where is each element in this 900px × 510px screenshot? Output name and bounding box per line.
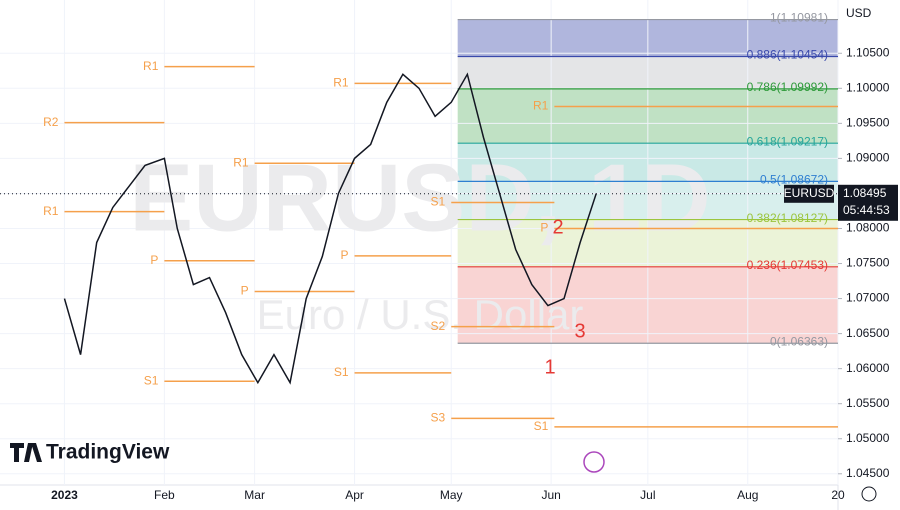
wave-label: 1: [544, 356, 555, 378]
y-tick-label: 1.09500: [846, 116, 890, 130]
pivot-label: R1: [143, 59, 159, 73]
pivot-label: S1: [144, 373, 159, 387]
pivot-label: P: [241, 284, 249, 298]
y-tick-label: 1.10000: [846, 80, 890, 94]
watermark-symbol: EURUSD, 1D: [129, 144, 710, 251]
pivot-label: S3: [431, 411, 446, 425]
x-tick-label: 20: [831, 488, 845, 502]
x-tick-label: 2023: [51, 488, 78, 502]
y-tick-label: 1.05500: [846, 396, 890, 410]
pivot-label: R1: [533, 99, 549, 113]
y-tick-label: 1.06000: [846, 361, 890, 375]
y-tick-label: 1.04500: [846, 466, 890, 480]
pivot-label: P: [540, 221, 548, 235]
fib-label: 0.382(1.08127): [747, 211, 828, 225]
pivot-label: P: [150, 253, 158, 267]
y-tick-label: 1.09000: [846, 151, 890, 165]
brand: TradingView: [46, 441, 170, 464]
pivot-label: R2: [43, 115, 59, 129]
pivot-label: S1: [534, 419, 549, 433]
fib-label: 0.618(1.09217): [747, 134, 828, 148]
x-tick-label: Jun: [541, 488, 560, 502]
pivot-label: S1: [334, 365, 349, 379]
fib-label: 0.786(1.09992): [747, 80, 828, 94]
countdown: 05:44:53: [843, 203, 890, 217]
y-tick-label: 1.07000: [846, 291, 890, 305]
y-tick-label: 1.05000: [846, 431, 890, 445]
fib-label: 1(1.10981): [770, 11, 828, 25]
price-tag-label: 1.08495: [843, 186, 887, 200]
settings-icon[interactable]: [861, 486, 877, 502]
fib-label: 0.886(1.10454): [747, 48, 828, 62]
x-tick-label: Apr: [345, 488, 364, 502]
currency-label[interactable]: USD: [846, 6, 872, 20]
x-tick-label: Feb: [154, 488, 175, 502]
x-tick-label: May: [440, 488, 463, 502]
price-line: [63, 72, 597, 385]
pivot-label: R1: [333, 76, 349, 90]
y-tick-label: 1.06500: [846, 326, 890, 340]
y-tick-label: 1.07500: [846, 256, 890, 270]
fib-label: 0.5(1.08672): [760, 173, 828, 187]
logo: TradingView: [10, 441, 170, 464]
y-tick-label: 1.10500: [846, 45, 890, 59]
fib-label: 0.236(1.07453): [747, 258, 828, 272]
wave-label: 3: [574, 320, 585, 342]
pivot-label: S2: [431, 319, 446, 333]
symbol-tag: [784, 184, 834, 203]
events-icon[interactable]: [583, 451, 605, 473]
x-tick-label: Mar: [244, 488, 265, 502]
price-tag: [838, 184, 898, 221]
pivot-label: S1: [431, 195, 446, 209]
x-tick-label: Jul: [640, 488, 655, 502]
y-tick-label: 1.08000: [846, 221, 890, 235]
symbol-tag-label: EURUSD: [784, 186, 835, 200]
watermark-description: Euro / U.S. Dollar: [257, 291, 584, 338]
pivot-label: R1: [233, 155, 249, 169]
fib-label: 0(1.06363): [770, 334, 828, 348]
wave-label: 2: [552, 216, 563, 238]
pivot-label: P: [341, 248, 349, 262]
logo-icon: [10, 443, 42, 462]
pivot-label: R1: [43, 204, 59, 218]
x-tick-label: Aug: [737, 488, 758, 502]
